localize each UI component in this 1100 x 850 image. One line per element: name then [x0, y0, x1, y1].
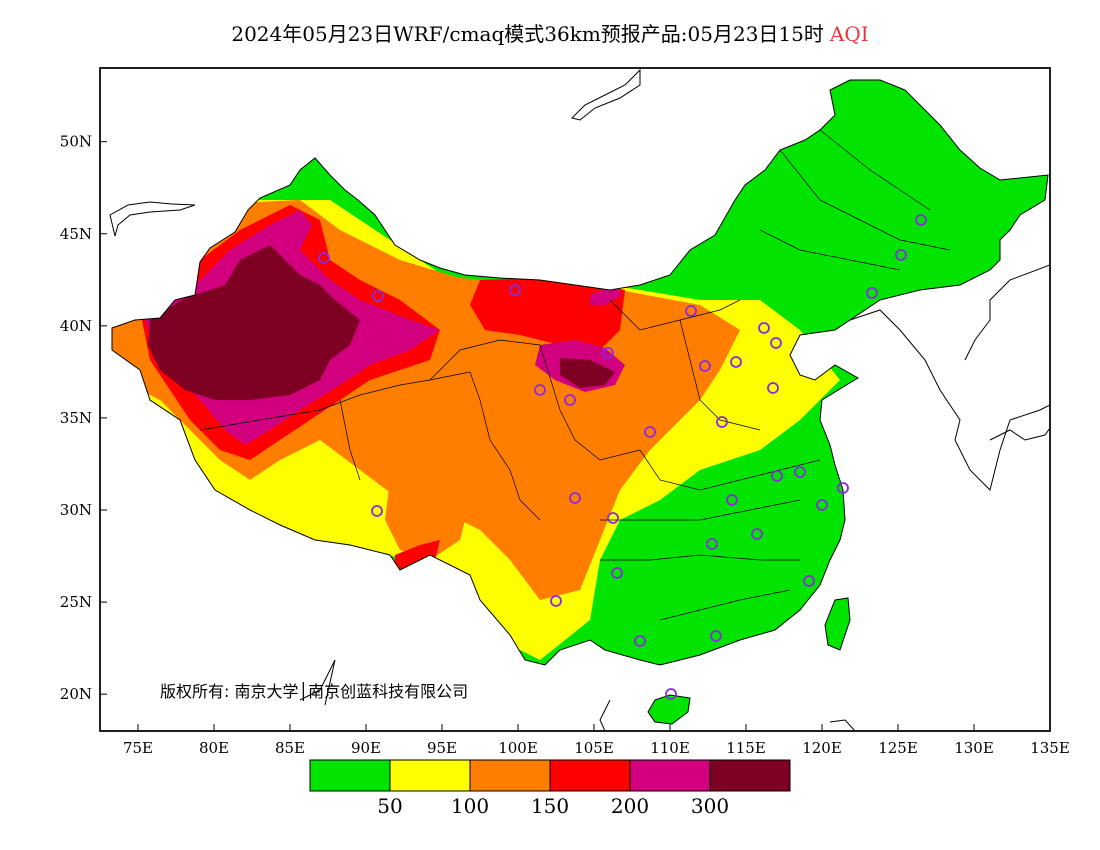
aqi-band-unhealthy-north [470, 278, 625, 350]
station-marker [803, 575, 815, 587]
station-marker [726, 494, 738, 506]
legend-label: 50 [377, 794, 402, 818]
station-marker [318, 252, 330, 264]
station-marker [716, 416, 728, 428]
hainan-outline [647, 694, 691, 725]
y-tick-label: 50N [60, 133, 92, 151]
philippines-coast [829, 719, 856, 731]
y-tick-label: 45N [60, 225, 92, 243]
x-tick-label: 75E [123, 739, 153, 757]
station-marker [644, 426, 656, 438]
map-title: 2024年05月23日WRF/cmaq模式36km预报产品:05月23日15时 A… [0, 18, 1100, 47]
x-tick-label: 110E [650, 739, 690, 757]
legend-label: 200 [611, 794, 649, 818]
aqi-band-hazardous-north [560, 358, 615, 388]
x-tick-label: 100E [498, 739, 538, 757]
y-tick-label: 40N [60, 317, 92, 335]
station-marker [699, 360, 711, 372]
station-marker [665, 688, 677, 700]
station-marker [634, 635, 646, 647]
x-tick-label: 85E [275, 739, 305, 757]
x-tick-label: 125E [878, 739, 918, 757]
aqi-band-hazardous [148, 245, 360, 400]
station-marker [866, 287, 878, 299]
x-tick-label: 80E [199, 739, 229, 757]
legend-swatch [469, 759, 551, 792]
station-marker [794, 466, 806, 478]
x-tick-label: 130E [954, 739, 994, 757]
station-marker [816, 499, 828, 511]
taiwan-outline [824, 597, 851, 651]
station-marker [915, 214, 927, 226]
station-marker [837, 482, 849, 494]
x-tick-label: 90E [351, 739, 381, 757]
y-axis: 20N 25N 30N 35N 40N 45N 50N [60, 133, 107, 703]
station-marker [706, 538, 718, 550]
station-marker [564, 394, 576, 406]
korea-japan-coast [849, 309, 1050, 491]
legend-swatch [709, 759, 791, 792]
plot-frame [99, 67, 1051, 732]
y-tick-label: 35N [60, 409, 92, 427]
legend-label: 100 [451, 794, 489, 818]
station-marker [607, 512, 619, 524]
x-tick-label: 115E [726, 739, 766, 757]
balkhash-outline [109, 201, 196, 237]
station-marker [371, 505, 383, 517]
station-marker [602, 347, 614, 359]
station-marker [767, 382, 779, 394]
baikal-outline [571, 68, 641, 121]
station-marker [685, 305, 697, 317]
legend-label: 150 [531, 794, 569, 818]
legend-swatch [389, 759, 471, 792]
station-marker [771, 470, 783, 482]
station-marker [569, 492, 581, 504]
indochina-coast [299, 659, 336, 706]
x-tick-label: 135E [1030, 739, 1070, 757]
station-markers [318, 214, 927, 700]
station-marker [710, 630, 722, 642]
station-marker [372, 290, 384, 302]
station-marker [895, 249, 907, 261]
title-text: 2024年05月23日WRF/cmaq模式36km预报产品:05月23日15时 [231, 22, 824, 46]
kyushu-coast [989, 427, 1050, 441]
x-tick-label: 120E [802, 739, 842, 757]
legend-swatch [309, 759, 391, 792]
x-tick-label: 105E [574, 739, 614, 757]
station-marker [730, 356, 742, 368]
aqi-band-usg-south [385, 470, 470, 560]
japan-coast [964, 264, 1050, 361]
province-lines [199, 129, 951, 621]
color-legend: 50 100 150 200 300 [309, 759, 791, 818]
y-tick-label: 25N [60, 593, 92, 611]
legend-swatch [549, 759, 631, 792]
variable-label: AQI [829, 22, 869, 46]
y-tick-label: 30N [60, 501, 92, 519]
station-marker [770, 337, 782, 349]
coastlines [109, 68, 1050, 731]
station-marker [758, 322, 770, 334]
station-marker [611, 567, 623, 579]
legend-label: 300 [691, 794, 729, 818]
aqi-band-very-unhealthy-ne [590, 285, 622, 305]
x-axis: 75E 80E 85E 90E 95E 100E 105E 110E 115E 120E 125E 1… [123, 724, 1070, 757]
vietnam-coast [599, 699, 611, 731]
y-tick-label: 20N [60, 685, 92, 703]
boundaries [111, 79, 1049, 666]
station-marker [751, 528, 763, 540]
station-marker [509, 284, 521, 296]
copyright-text: 版权所有: 南京大学│南京创蓝科技有限公司 [160, 681, 468, 701]
x-tick-label: 95E [427, 739, 457, 757]
legend-swatch [629, 759, 711, 792]
station-marker [534, 384, 546, 396]
station-marker [550, 595, 562, 607]
